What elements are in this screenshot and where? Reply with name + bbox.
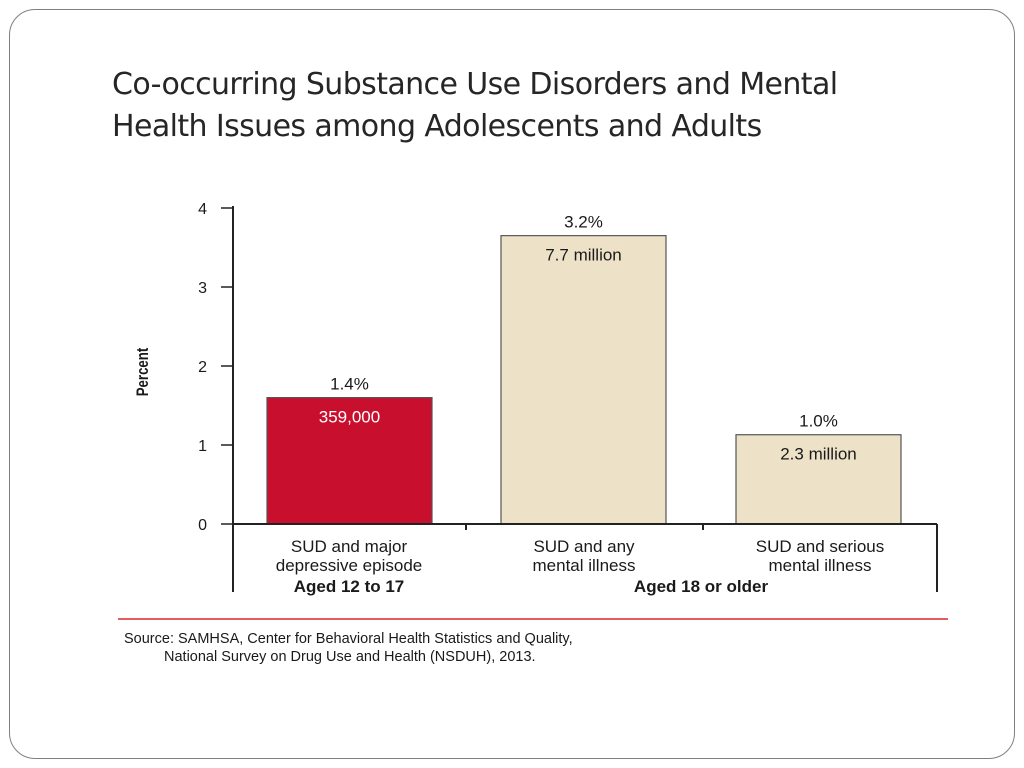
bar-count-label: 359,000 (319, 408, 380, 427)
category-label: SUD and serious (756, 537, 885, 556)
source-note-line2: National Survey on Drug Use and Health (… (164, 649, 536, 665)
bar-percent-label: 1.4% (330, 375, 369, 394)
bar-percent-label: 1.0% (799, 412, 838, 431)
category-label: mental illness (533, 556, 636, 575)
y-tick-label: 1 (198, 438, 207, 455)
category-label: SUD and major (291, 537, 408, 556)
y-tick-label: 0 (198, 517, 207, 534)
bar (500, 235, 667, 525)
y-tick-label: 2 (198, 359, 207, 376)
source-note-line1: Source: SAMHSA, Center for Behavioral He… (124, 631, 573, 647)
category-label: mental illness (769, 556, 872, 575)
category-label: depressive episode (276, 556, 422, 575)
y-tick-label: 4 (198, 201, 207, 218)
group-label: Aged 18 or older (634, 577, 769, 596)
category-label: SUD and any (533, 537, 635, 556)
bar (735, 434, 902, 525)
y-axis-label: Percent (134, 348, 153, 397)
bar-percent-label: 3.2% (564, 213, 603, 232)
group-label: Aged 12 to 17 (294, 577, 405, 596)
y-tick-label: 3 (198, 280, 207, 297)
bar (266, 397, 433, 525)
bar-count-label: 2.3 million (780, 445, 857, 464)
bar-count-label: 7.7 million (545, 246, 622, 265)
slide-title: Co-occurring Substance Use Disorders and… (112, 67, 838, 144)
